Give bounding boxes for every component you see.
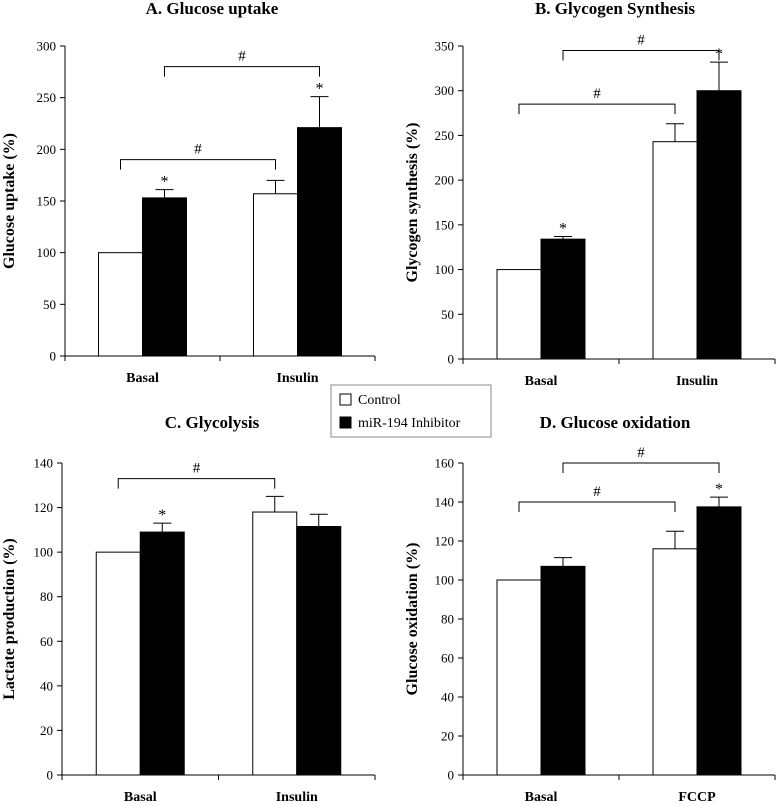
bar-inhibitor — [540, 565, 586, 776]
bar-inhibitor — [540, 238, 586, 360]
bar-inhibitor — [139, 531, 185, 776]
panel-c-glycolysis: C. Glycolysis Lactate production (%) 0 20 40… — [1, 413, 376, 805]
bar-control — [652, 548, 698, 776]
y-tick-label: 0 — [448, 352, 455, 367]
legend-swatch-control — [339, 393, 352, 406]
chart-title: B. Glycogen Synthesis — [535, 0, 695, 18]
comparison-bracket — [164, 66, 320, 77]
legend-box — [330, 384, 492, 438]
y-tick-label: 300 — [37, 39, 57, 54]
x-tick-label: Basal — [124, 790, 157, 801]
bar-control — [98, 252, 143, 357]
bar-control — [95, 551, 141, 776]
bar-control — [496, 579, 542, 776]
comparison-bracket — [562, 49, 720, 61]
legend-swatch-inhibitor — [339, 416, 352, 429]
y-tick-label: 350 — [435, 39, 455, 54]
bar-control — [253, 193, 298, 357]
comparison-bracket — [518, 103, 676, 115]
y-tick-label: 80 — [441, 612, 454, 627]
chart-title: A. Glucose uptake — [146, 0, 279, 18]
comparison-hash: # — [193, 461, 201, 477]
y-tick-label: 20 — [441, 729, 454, 744]
panel-b-glycogen-synthesis: B. Glycogen Synthesis Glycogen synthesis … — [404, 0, 776, 389]
bar-inhibitor — [142, 197, 187, 357]
y-tick-label: 150 — [37, 194, 57, 209]
y-tick-label: 200 — [435, 173, 455, 188]
x-tick-label: Insulin — [276, 790, 318, 801]
comparison-bracket — [518, 501, 676, 512]
comparison-hash: # — [593, 484, 601, 500]
bar-control — [496, 269, 542, 360]
bar-inhibitor — [296, 526, 342, 776]
y-tick-label: 50 — [441, 307, 454, 322]
significance-star: * — [161, 174, 169, 191]
bar-inhibitor — [696, 506, 742, 776]
comparison-hash: # — [593, 86, 601, 102]
y-tick-label: 60 — [441, 651, 454, 666]
significance-star: * — [316, 81, 324, 98]
y-tick-label: 50 — [43, 297, 56, 312]
comparison-bracket — [120, 159, 276, 170]
significance-star: * — [715, 481, 723, 498]
y-tick-label: 120 — [435, 534, 455, 549]
y-tick-label: 200 — [37, 142, 57, 157]
y-tick-label: 60 — [40, 634, 53, 649]
y-tick-label: 120 — [34, 500, 54, 515]
legend: Control miR-194 Inhibitor — [330, 384, 492, 438]
significance-star: * — [158, 507, 166, 524]
y-tick-label: 0 — [47, 768, 54, 783]
y-tick-label: 0 — [50, 349, 57, 364]
comparison-hash: # — [637, 32, 645, 48]
y-tick-label: 20 — [40, 723, 53, 738]
significance-star: * — [559, 220, 567, 237]
bar-control — [252, 511, 298, 776]
bar-control — [652, 141, 698, 360]
y-tick-label: 40 — [441, 690, 454, 705]
y-axis-label: Lactate production (%) — [1, 538, 18, 699]
bar-inhibitor — [696, 90, 742, 360]
y-axis-label: Glucose uptake (%) — [1, 133, 18, 269]
chart-title: C. Glycolysis — [165, 413, 260, 432]
bar-inhibitor — [297, 127, 342, 357]
y-tick-label: 80 — [40, 589, 53, 604]
y-tick-label: 250 — [37, 90, 57, 105]
x-tick-label: Basal — [525, 790, 558, 801]
y-tick-label: 150 — [435, 217, 455, 232]
x-tick-label: Insulin — [276, 371, 318, 386]
x-tick-label: Insulin — [676, 374, 718, 389]
y-tick-label: 300 — [435, 83, 455, 98]
y-tick-label: 140 — [34, 456, 54, 471]
x-tick-label: Basal — [525, 374, 558, 389]
panel-a-glucose-uptake: A. Glucose uptake Glucose uptake (%) 0 50 10… — [1, 0, 376, 386]
y-tick-label: 140 — [435, 495, 455, 510]
y-tick-label: 100 — [37, 245, 57, 260]
comparison-hash: # — [637, 445, 645, 461]
x-tick-label: FCCP — [678, 790, 716, 801]
comparison-bracket — [117, 478, 276, 489]
comparison-bracket — [562, 462, 720, 473]
legend-label-inhibitor: miR-194 Inhibitor — [358, 416, 461, 431]
y-tick-label: 0 — [448, 768, 455, 783]
y-tick-label: 100 — [435, 573, 455, 588]
chart-title: D. Glucose oxidation — [540, 413, 691, 432]
y-tick-label: 100 — [435, 262, 455, 277]
legend-label-control: Control — [358, 393, 401, 408]
y-tick-label: 40 — [40, 678, 53, 693]
y-tick-label: 160 — [435, 456, 455, 471]
y-tick-label: 100 — [34, 545, 54, 560]
x-tick-label: Basal — [126, 371, 159, 386]
y-tick-label: 250 — [435, 128, 455, 143]
comparison-hash: # — [194, 142, 202, 158]
panel-d-glucose-oxidation: D. Glucose oxidation Glucose oxidation (%… — [404, 413, 776, 805]
y-axis-label: Glucose oxidation (%) — [404, 543, 421, 696]
y-axis-label: Glycogen synthesis (%) — [404, 123, 421, 283]
comparison-hash: # — [238, 49, 246, 65]
